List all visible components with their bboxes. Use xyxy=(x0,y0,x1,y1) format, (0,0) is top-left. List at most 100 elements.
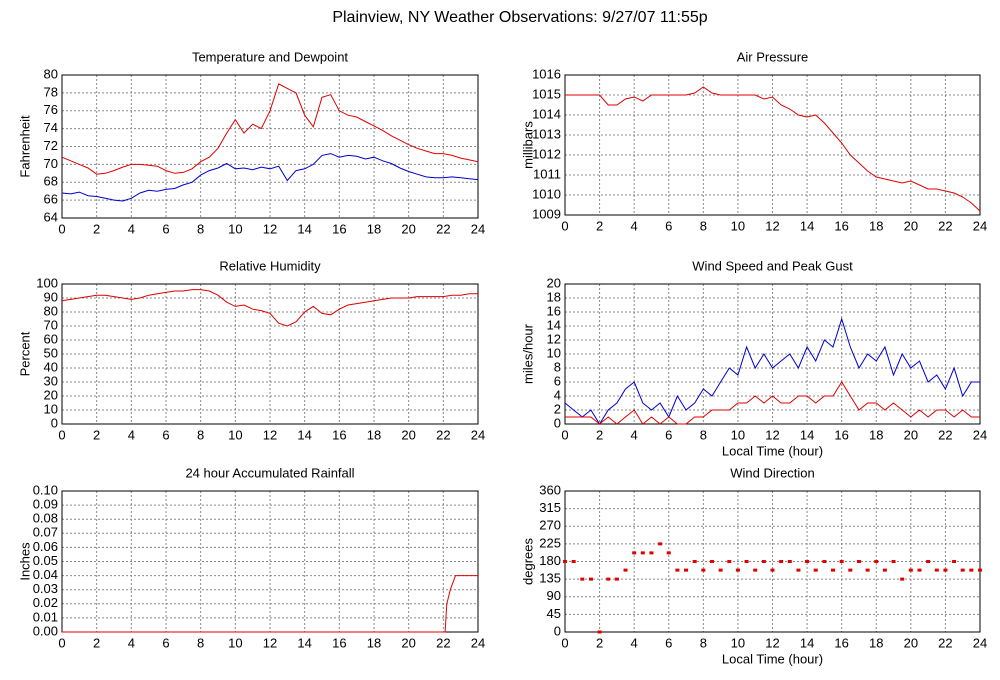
data-point xyxy=(908,568,913,572)
x-tick-label: 6 xyxy=(665,427,672,442)
data-point xyxy=(943,568,948,572)
panel-title: Wind Direction xyxy=(730,465,815,480)
x-tick-label: 2 xyxy=(93,221,100,236)
x-tick-label: 0 xyxy=(58,427,65,442)
y-tick-label: 78 xyxy=(44,84,58,99)
data-point xyxy=(571,560,576,563)
y-tick-label: 225 xyxy=(539,535,561,550)
y-tick-label: 90 xyxy=(547,588,561,603)
y-axis-label: Percent xyxy=(17,331,32,376)
y-tick-label: 1014 xyxy=(532,106,561,121)
x-tick-label: 12 xyxy=(263,427,277,442)
y-tick-label: 68 xyxy=(44,174,58,189)
panel: Air Pressuremillibars1009101010111012101… xyxy=(520,49,987,233)
panel-title: Air Pressure xyxy=(737,49,809,64)
panel: Wind Speed and Peak Gust miles/hour Local … xyxy=(520,258,987,458)
data-line xyxy=(62,575,478,633)
y-tick-label: 50 xyxy=(44,345,58,360)
data-point xyxy=(658,542,663,546)
x-tick-label: 10 xyxy=(731,635,745,650)
y-tick-label: 0.08 xyxy=(33,511,58,526)
panel-title: Temperature and Dewpoint xyxy=(192,49,348,64)
x-tick-label: 8 xyxy=(700,427,707,442)
y-tick-label: 14 xyxy=(547,317,561,332)
x-tick-label: 6 xyxy=(162,221,169,236)
y-tick-label: 0.05 xyxy=(33,553,58,568)
x-tick-label: 6 xyxy=(162,427,169,442)
y-tick-label: 70 xyxy=(44,317,58,332)
x-tick-label: 2 xyxy=(596,635,603,650)
x-tick-label: 18 xyxy=(367,427,381,442)
x-tick-label: 10 xyxy=(228,221,242,236)
x-tick-label: 10 xyxy=(228,427,242,442)
data-point xyxy=(632,551,637,555)
data-point xyxy=(606,577,611,581)
data-point xyxy=(960,568,965,572)
y-tick-label: 70 xyxy=(44,156,58,171)
y-tick-label: 0.09 xyxy=(33,497,58,512)
data-point xyxy=(640,551,645,555)
y-tick-label: 1016 xyxy=(532,66,561,81)
x-tick-label: 4 xyxy=(631,635,638,650)
data-point xyxy=(779,560,784,563)
x-tick-label: 8 xyxy=(197,427,204,442)
page-title: Plainview, NY Weather Observations: 9/27… xyxy=(332,9,707,26)
data-line xyxy=(61,153,479,202)
x-tick-label: 22 xyxy=(436,427,450,442)
y-tick-label: 4 xyxy=(554,387,561,402)
data-point xyxy=(701,568,706,572)
x-tick-label: 18 xyxy=(367,221,381,236)
data-point xyxy=(839,560,844,563)
x-tick-label: 14 xyxy=(297,635,311,650)
x-tick-label: 16 xyxy=(834,635,848,650)
y-axis-label: Fahrenheit xyxy=(17,115,32,178)
data-point xyxy=(727,560,732,563)
x-tick-label: 20 xyxy=(401,221,415,236)
x-tick-label: 8 xyxy=(197,221,204,236)
x-axis-label: Local Time (hour) xyxy=(722,651,823,666)
y-tick-label: 0.02 xyxy=(33,595,58,610)
plot-frame xyxy=(564,74,981,216)
y-tick-label: 8 xyxy=(554,359,561,374)
data-point xyxy=(952,560,957,563)
y-tick-label: 64 xyxy=(44,209,58,224)
x-tick-label: 2 xyxy=(596,218,603,233)
data-line xyxy=(564,317,980,425)
data-point xyxy=(649,551,654,555)
plot-frame xyxy=(564,283,981,425)
data-point xyxy=(588,577,593,581)
x-tick-label: 22 xyxy=(436,635,450,650)
y-tick-label: 80 xyxy=(44,303,58,318)
y-tick-label: 0 xyxy=(51,415,58,430)
y-tick-label: 45 xyxy=(547,606,561,621)
y-tick-label: 66 xyxy=(44,192,58,207)
x-tick-label: 24 xyxy=(471,635,485,650)
data-point xyxy=(675,568,680,572)
x-tick-label: 14 xyxy=(800,218,814,233)
x-tick-label: 22 xyxy=(938,635,952,650)
data-point xyxy=(597,630,602,634)
data-point xyxy=(900,577,905,581)
data-point xyxy=(926,560,931,563)
x-tick-label: 14 xyxy=(800,427,814,442)
x-tick-label: 4 xyxy=(128,427,135,442)
data-line xyxy=(565,86,981,212)
y-tick-label: 90 xyxy=(44,289,58,304)
y-tick-label: 0 xyxy=(554,623,561,638)
x-tick-label: 22 xyxy=(938,427,952,442)
x-tick-label: 14 xyxy=(800,635,814,650)
y-tick-label: 30 xyxy=(44,373,58,388)
panel-title: Relative Humidity xyxy=(219,258,321,273)
data-point xyxy=(805,560,810,563)
data-point xyxy=(978,568,982,572)
data-point xyxy=(709,560,714,563)
y-tick-label: 0.10 xyxy=(33,482,58,497)
x-tick-label: 0 xyxy=(561,635,568,650)
x-tick-label: 14 xyxy=(297,427,311,442)
y-tick-label: 180 xyxy=(539,553,561,568)
x-tick-label: 2 xyxy=(93,427,100,442)
data-point xyxy=(848,568,853,572)
data-point xyxy=(770,568,775,572)
x-tick-label: 6 xyxy=(665,635,672,650)
y-tick-label: 0.01 xyxy=(33,609,58,624)
